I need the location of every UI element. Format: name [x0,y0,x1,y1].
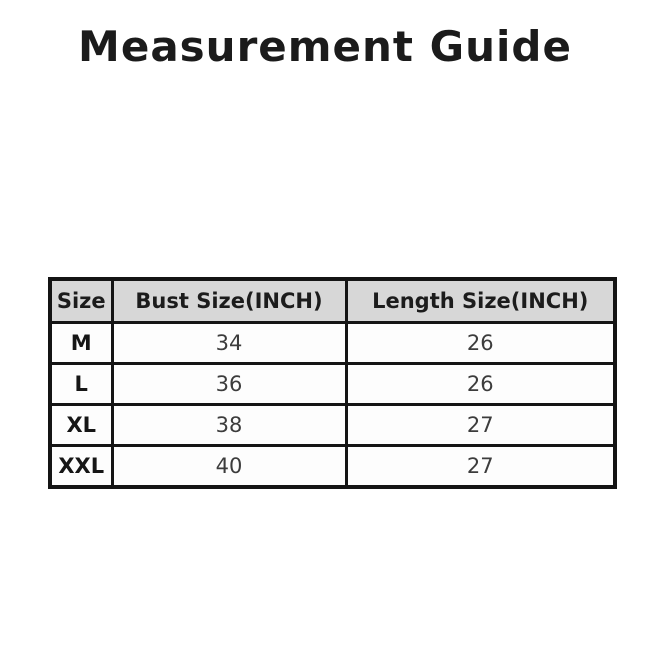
size-label: XL [48,403,114,447]
bust-value: 36 [110,362,348,406]
bust-value: 34 [110,321,348,365]
page-title: Measurement Guide [78,22,572,71]
table-row-xxl: XXL 40 27 [48,444,617,489]
length-value: 27 [344,403,617,447]
table-row-l: L 36 26 [48,362,617,406]
table-row-xl: XL 38 27 [48,403,617,447]
bust-value: 38 [110,403,348,447]
bust-value: 40 [110,444,348,489]
size-label: L [48,362,114,406]
column-header-bust-size: Bust Size(INCH) [110,277,348,324]
length-value: 26 [344,321,617,365]
column-header-size: Size [48,277,114,324]
table-row-m: M 34 26 [48,321,617,365]
length-value: 27 [344,444,617,489]
size-label: M [48,321,114,365]
length-value: 26 [344,362,617,406]
column-header-length-size: Length Size(INCH) [344,277,617,324]
size-label: XXL [48,444,114,489]
size-chart-table: Size Bust Size(INCH) Length Size(INCH) M… [48,277,617,489]
table-header-row: Size Bust Size(INCH) Length Size(INCH) [48,277,617,324]
